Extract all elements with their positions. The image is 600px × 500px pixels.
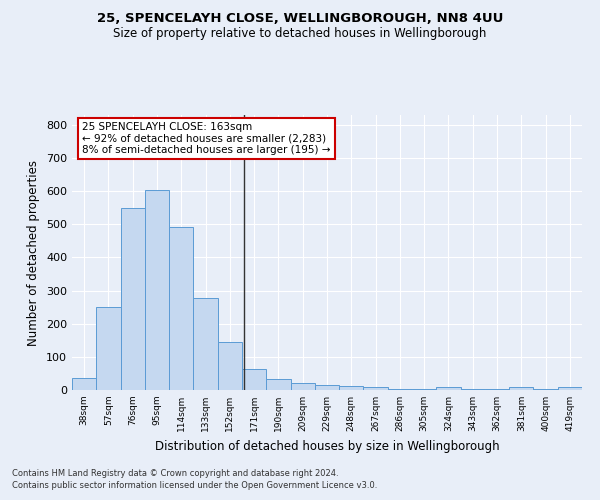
Bar	[145, 190, 169, 390]
Text: Size of property relative to detached houses in Wellingborough: Size of property relative to detached ho…	[113, 28, 487, 40]
Bar	[169, 226, 193, 390]
X-axis label: Distribution of detached houses by size in Wellingborough: Distribution of detached houses by size …	[155, 440, 499, 452]
Bar	[290, 382, 315, 390]
Bar	[461, 388, 485, 390]
Bar	[218, 342, 242, 390]
Bar	[412, 388, 436, 390]
Bar	[121, 208, 145, 390]
Bar	[485, 388, 509, 390]
Bar	[558, 388, 582, 390]
Bar	[193, 298, 218, 390]
Bar	[364, 388, 388, 390]
Y-axis label: Number of detached properties: Number of detached properties	[28, 160, 40, 346]
Bar	[339, 386, 364, 390]
Bar	[96, 307, 121, 390]
Bar	[266, 380, 290, 390]
Text: 25, SPENCELAYH CLOSE, WELLINGBOROUGH, NN8 4UU: 25, SPENCELAYH CLOSE, WELLINGBOROUGH, NN…	[97, 12, 503, 26]
Bar	[388, 388, 412, 390]
Bar	[436, 388, 461, 390]
Text: 25 SPENCELAYH CLOSE: 163sqm
← 92% of detached houses are smaller (2,283)
8% of s: 25 SPENCELAYH CLOSE: 163sqm ← 92% of det…	[82, 122, 331, 155]
Bar	[509, 388, 533, 390]
Bar	[72, 378, 96, 390]
Text: Contains public sector information licensed under the Open Government Licence v3: Contains public sector information licen…	[12, 481, 377, 490]
Bar	[315, 385, 339, 390]
Text: Contains HM Land Registry data © Crown copyright and database right 2024.: Contains HM Land Registry data © Crown c…	[12, 468, 338, 477]
Bar	[242, 370, 266, 390]
